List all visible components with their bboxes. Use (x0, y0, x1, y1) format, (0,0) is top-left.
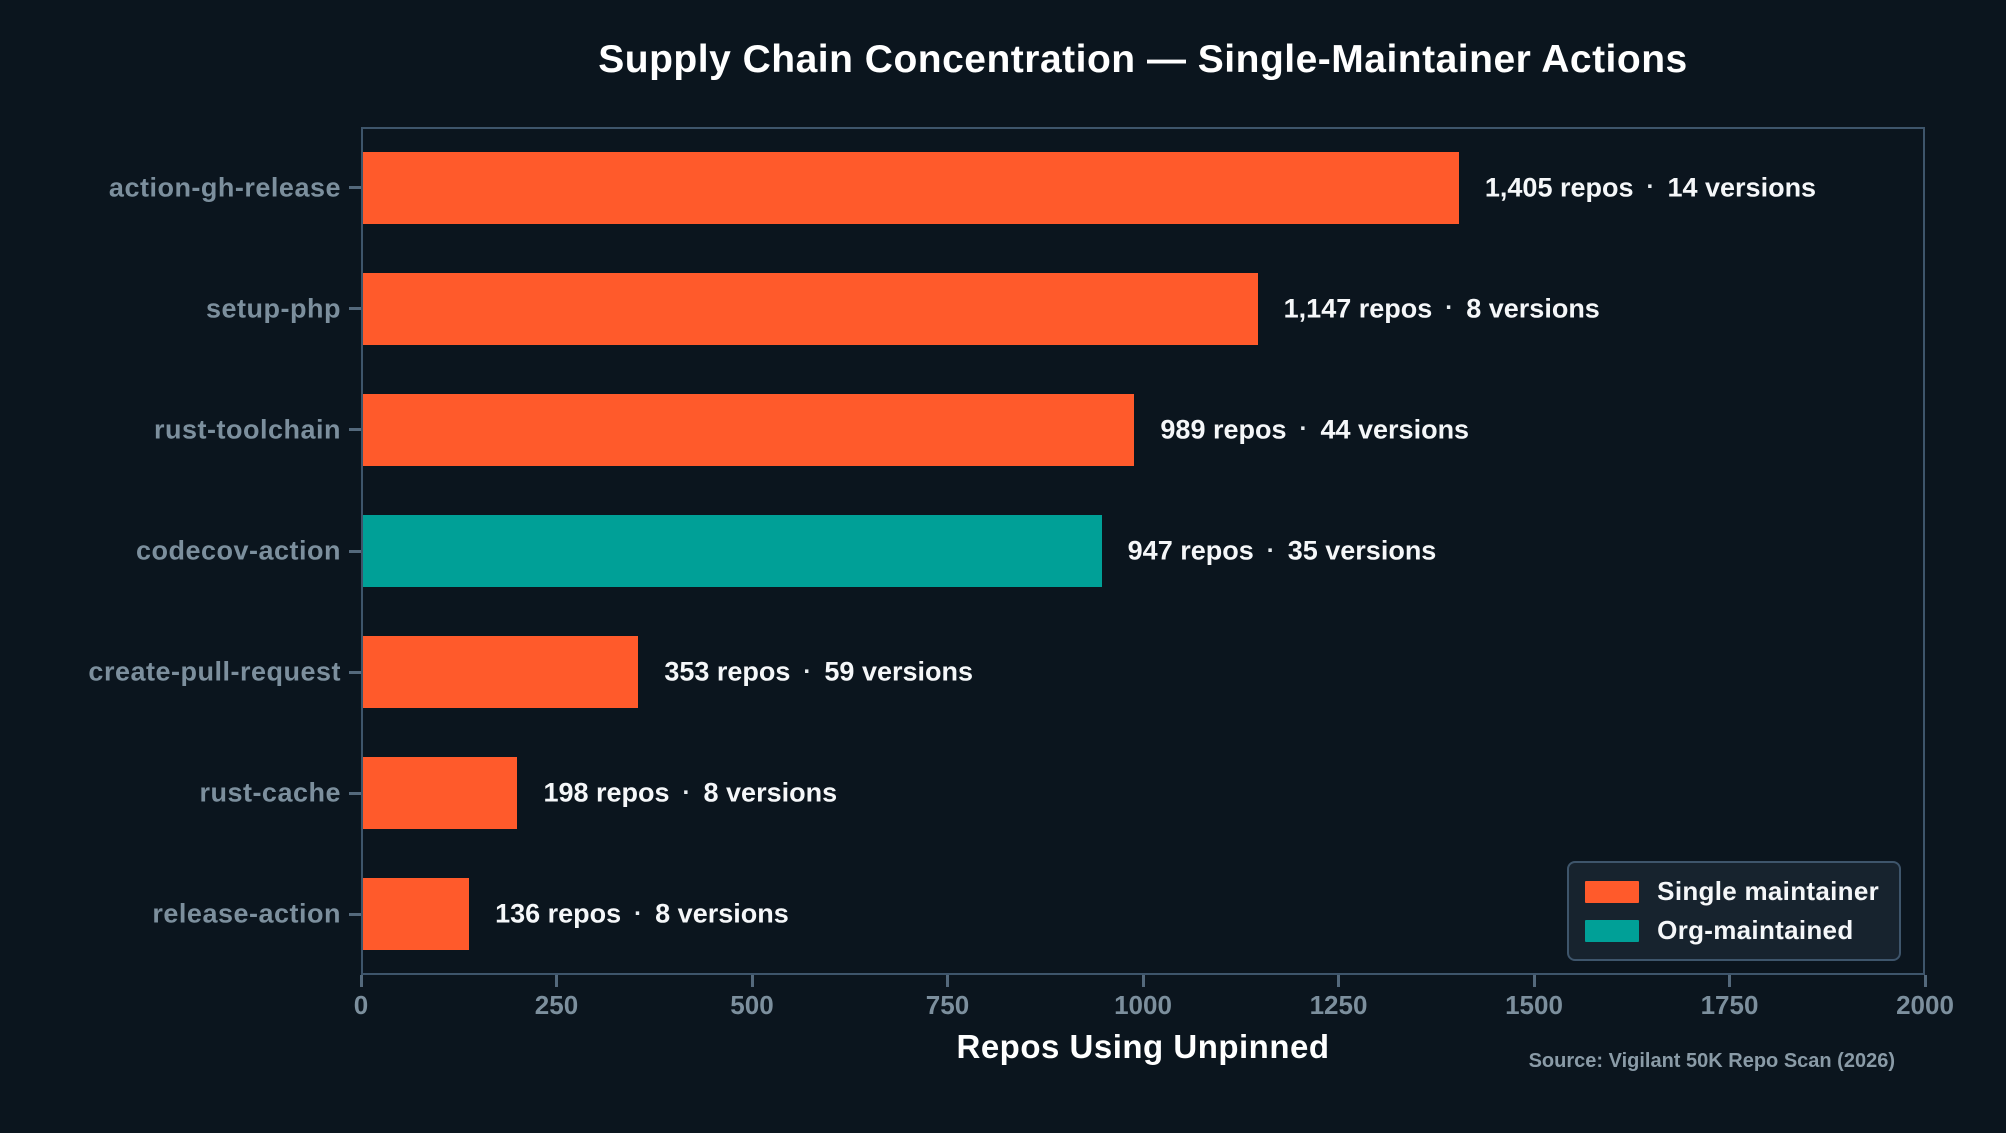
y-tick-label-codecov-action: codecov-action (135, 535, 341, 566)
x-tick-label-2000: 2000 (1896, 990, 1954, 1020)
bar-annotation: 198 repos · 8 versions (543, 778, 837, 809)
bar-release-action (363, 878, 470, 951)
x-tick-label-750: 750 (925, 990, 970, 1020)
x-tick-mark (555, 975, 558, 987)
versions-count: 8 versions (655, 898, 789, 929)
y-tick-label-setup-php: setup-php (206, 293, 341, 324)
legend-label: Org-maintained (1657, 915, 1854, 945)
bar-setup-php (363, 272, 1258, 345)
y-tick-label-action-gh-release: action-gh-release (108, 172, 341, 203)
legend-label: Single maintainer (1657, 876, 1879, 906)
dot-separator: · (1445, 294, 1454, 322)
dot-separator: · (1646, 173, 1655, 201)
repos-count: 1,147 repos (1283, 293, 1433, 324)
y-tick-mark (349, 186, 361, 190)
source-note: Source: Vigilant 50K Repo Scan (2026) (1528, 1050, 1895, 1072)
bar-codecov-action (363, 515, 1102, 587)
x-tick-label-250: 250 (534, 990, 579, 1020)
bar-rust-toolchain (363, 393, 1135, 466)
x-tick-mark (1923, 975, 1927, 987)
y-tick-mark (349, 428, 361, 432)
legend-item: Org-maintained (1585, 915, 1879, 946)
bar-annotation: 136 repos · 8 versions (495, 899, 789, 930)
y-tick-label-release-action: release-action (152, 898, 341, 929)
repos-count: 1,405 repos (1484, 172, 1634, 203)
bar-annotation: 947 repos · 35 versions (1128, 536, 1437, 567)
x-tick-mark (750, 975, 754, 987)
x-tick-label-1250: 1250 (1309, 990, 1368, 1020)
x-tick-label-1500: 1500 (1505, 990, 1563, 1020)
bar-annotation: 1,405 repos · 14 versions (1485, 172, 1816, 203)
legend: Single maintainer Org-maintained (1567, 861, 1901, 961)
legend-swatch (1585, 919, 1640, 942)
dot-separator: · (1266, 537, 1275, 564)
chart-title: Supply Chain Concentration — Single-Main… (598, 38, 1688, 81)
repos-count: 989 repos (1160, 414, 1287, 445)
y-tick-mark (349, 307, 361, 311)
x-tick-mark (1728, 975, 1731, 987)
y-tick-label-create-pull-request: create-pull-request (88, 656, 341, 687)
versions-count: 8 versions (703, 777, 838, 808)
x-axis-title: Repos Using Unpinned (956, 1028, 1330, 1065)
bar-create-pull-request (363, 636, 639, 709)
versions-count: 59 versions (824, 656, 973, 687)
legend-item: Single maintainer (1585, 876, 1879, 907)
versions-count: 8 versions (1466, 293, 1600, 324)
versions-count: 44 versions (1320, 414, 1470, 445)
repos-count: 353 repos (664, 656, 791, 687)
bar-rust-cache (363, 757, 518, 830)
dot-separator: · (803, 658, 812, 686)
x-tick-mark (946, 975, 949, 987)
y-tick-mark (349, 912, 361, 916)
plot-area: 1,405 repos · 14 versions 1,147 repos · 8 ver… (361, 127, 1925, 975)
bar-annotation: 353 repos · 59 versions (664, 657, 973, 688)
versions-count: 35 versions (1287, 535, 1437, 566)
bar-action-gh-release (363, 151, 1459, 224)
versions-count: 14 versions (1667, 172, 1817, 203)
x-tick-mark (1532, 975, 1536, 987)
y-tick-label-rust-toolchain: rust-toolchain (154, 414, 341, 445)
repos-count: 947 repos (1127, 535, 1254, 566)
x-tick-label-0: 0 (353, 990, 369, 1020)
y-tick-mark (349, 791, 361, 795)
y-tick-label-rust-cache: rust-cache (199, 777, 341, 808)
repos-count: 136 repos (495, 898, 622, 929)
x-tick-label-500: 500 (730, 990, 774, 1020)
x-tick-label-1000: 1000 (1114, 990, 1172, 1020)
x-tick-mark (1141, 975, 1145, 987)
legend-swatch (1585, 880, 1640, 903)
dot-separator: · (634, 900, 643, 928)
x-tick-mark (1337, 975, 1340, 987)
y-tick-mark (349, 549, 361, 553)
bar-annotation: 989 repos · 44 versions (1160, 414, 1469, 445)
x-tick-label-1750: 1750 (1700, 990, 1759, 1020)
dot-separator: · (1299, 415, 1308, 443)
dot-separator: · (682, 779, 691, 807)
x-tick-mark (359, 975, 363, 987)
bar-annotation: 1,147 repos · 8 versions (1284, 293, 1600, 324)
repos-count: 198 repos (543, 777, 670, 808)
y-tick-mark (349, 670, 361, 674)
